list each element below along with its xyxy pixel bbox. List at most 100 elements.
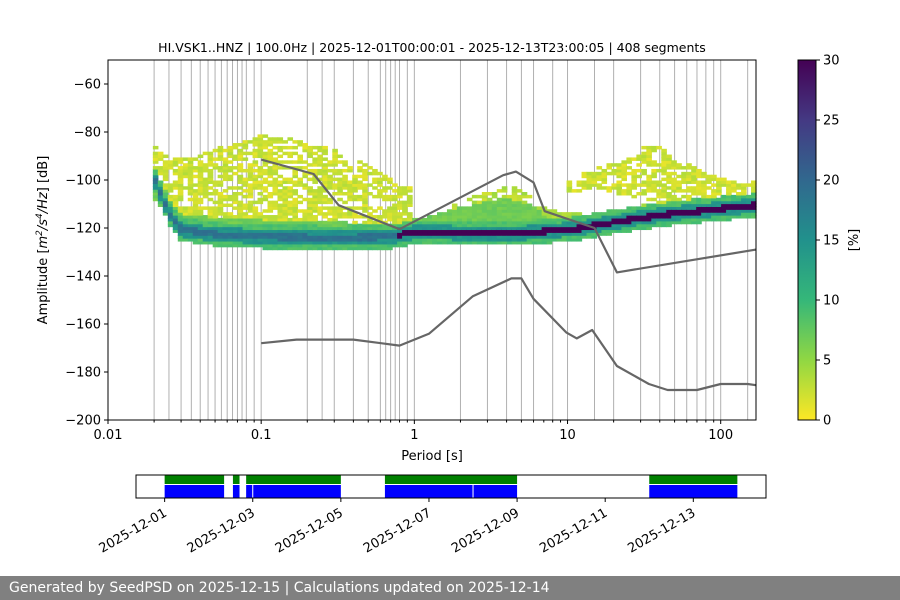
psd-density-cell xyxy=(357,183,363,187)
psd-density-cell xyxy=(616,189,623,193)
psd-density-cell xyxy=(681,171,687,176)
psd-density-cell xyxy=(157,189,164,193)
psd-density-cell xyxy=(721,180,727,184)
psd-density-cell xyxy=(621,226,627,231)
psd-density-cell xyxy=(317,148,323,153)
psd-density-cell xyxy=(267,192,274,196)
psd-density-cell xyxy=(187,229,194,233)
psd-density-cell xyxy=(726,180,732,184)
psd-density-cell xyxy=(536,206,543,210)
psd-density-cell xyxy=(322,168,328,173)
psd-density-cell xyxy=(531,229,538,233)
psd-density-cell xyxy=(671,206,677,210)
psd-density-cell xyxy=(616,186,623,190)
psd-density-cell xyxy=(526,229,533,233)
psd-density-cell xyxy=(521,200,528,205)
psd-density-cell xyxy=(357,194,363,199)
psd-density-cell xyxy=(417,229,423,233)
psd-density-cell xyxy=(317,171,323,176)
psd-density-cell xyxy=(252,238,259,242)
psd-density-cell xyxy=(741,192,747,196)
psd-density-cell xyxy=(292,171,299,176)
psd-density-cell xyxy=(387,197,393,202)
psd-density-cell xyxy=(237,209,244,213)
psd-density-cell xyxy=(661,166,667,170)
psd-density-cell xyxy=(671,189,677,193)
psd-density-cell xyxy=(242,215,249,219)
psd-density-cell xyxy=(297,140,303,144)
psd-density-cell xyxy=(232,215,239,219)
psd-density-cell xyxy=(631,223,637,228)
psd-density-cell xyxy=(706,203,712,207)
psd-density-cell xyxy=(347,209,353,213)
psd-density-cell xyxy=(666,157,672,161)
psd-density-cell xyxy=(247,177,254,182)
psd-density-cell xyxy=(392,238,398,242)
psd-density-cell xyxy=(312,192,318,196)
psd-density-cell xyxy=(681,212,687,216)
psd-density-cell xyxy=(422,229,428,233)
psd-density-cell xyxy=(571,217,578,222)
psd-density-cell xyxy=(621,209,627,213)
psd-density-cell xyxy=(202,240,209,245)
psd-density-cell xyxy=(277,145,284,150)
psd-density-cell xyxy=(207,232,214,236)
psd-density-cell xyxy=(646,217,652,222)
psd-density-cell xyxy=(427,240,433,245)
psd-density-cell xyxy=(566,215,573,219)
psd-density-cell xyxy=(252,217,259,222)
psd-density-cell xyxy=(706,215,712,219)
psd-density-cell xyxy=(217,168,224,173)
psd-density-cell xyxy=(631,186,637,190)
psd-density-cell xyxy=(152,197,159,202)
psd-density-cell xyxy=(461,235,468,239)
psd-density-cell xyxy=(202,186,209,190)
psd-density-cell xyxy=(167,223,174,228)
psd-density-cell xyxy=(606,229,613,233)
psd-density-cell xyxy=(496,203,503,207)
psd-density-cell xyxy=(192,223,199,228)
psd-density-cell xyxy=(262,168,269,173)
availability-segment xyxy=(164,485,225,498)
psd-density-cell xyxy=(332,163,338,167)
psd-density-cell xyxy=(262,235,269,239)
psd-density-cell xyxy=(711,212,717,216)
psd-density-cell xyxy=(232,143,239,147)
psd-density-cell xyxy=(287,246,294,251)
psd-density-cell xyxy=(202,192,209,196)
psd-density-cell xyxy=(167,200,174,205)
psd-density-cell xyxy=(292,223,299,228)
psd-density-cell xyxy=(412,240,418,245)
psd-density-cell xyxy=(197,197,204,202)
psd-density-cell xyxy=(746,215,752,219)
psd-density-cell xyxy=(466,223,473,228)
psd-density-cell xyxy=(631,226,637,231)
psd-density-cell xyxy=(352,238,358,242)
psd-density-cell xyxy=(556,229,563,233)
psd-density-cell xyxy=(621,212,627,216)
psd-density-cell xyxy=(272,137,279,141)
psd-density-cell xyxy=(172,229,179,233)
psd-density-cell xyxy=(187,235,194,239)
psd-density-cell xyxy=(611,186,618,190)
psd-density-cell xyxy=(182,168,189,173)
x-tick-label: 100 xyxy=(708,428,733,443)
psd-density-cell xyxy=(407,229,413,233)
psd-density-cell xyxy=(302,209,308,213)
psd-density-cell xyxy=(506,229,513,233)
psd-density-cell xyxy=(436,212,443,216)
psd-density-cell xyxy=(476,217,483,222)
psd-density-cell xyxy=(332,226,338,231)
psd-density-cell xyxy=(726,206,732,210)
psd-density-cell xyxy=(671,197,677,202)
psd-density-cell xyxy=(626,160,632,164)
psd-density-cell xyxy=(332,223,338,228)
psd-density-cell xyxy=(207,151,214,156)
psd-density-cell xyxy=(671,183,677,187)
psd-density-cell xyxy=(162,192,169,196)
psd-density-cell xyxy=(476,238,483,242)
psd-density-cell xyxy=(387,246,393,251)
psd-density-cell xyxy=(481,203,488,207)
psd-density-cell xyxy=(367,235,373,239)
psd-density-cell xyxy=(332,235,338,239)
